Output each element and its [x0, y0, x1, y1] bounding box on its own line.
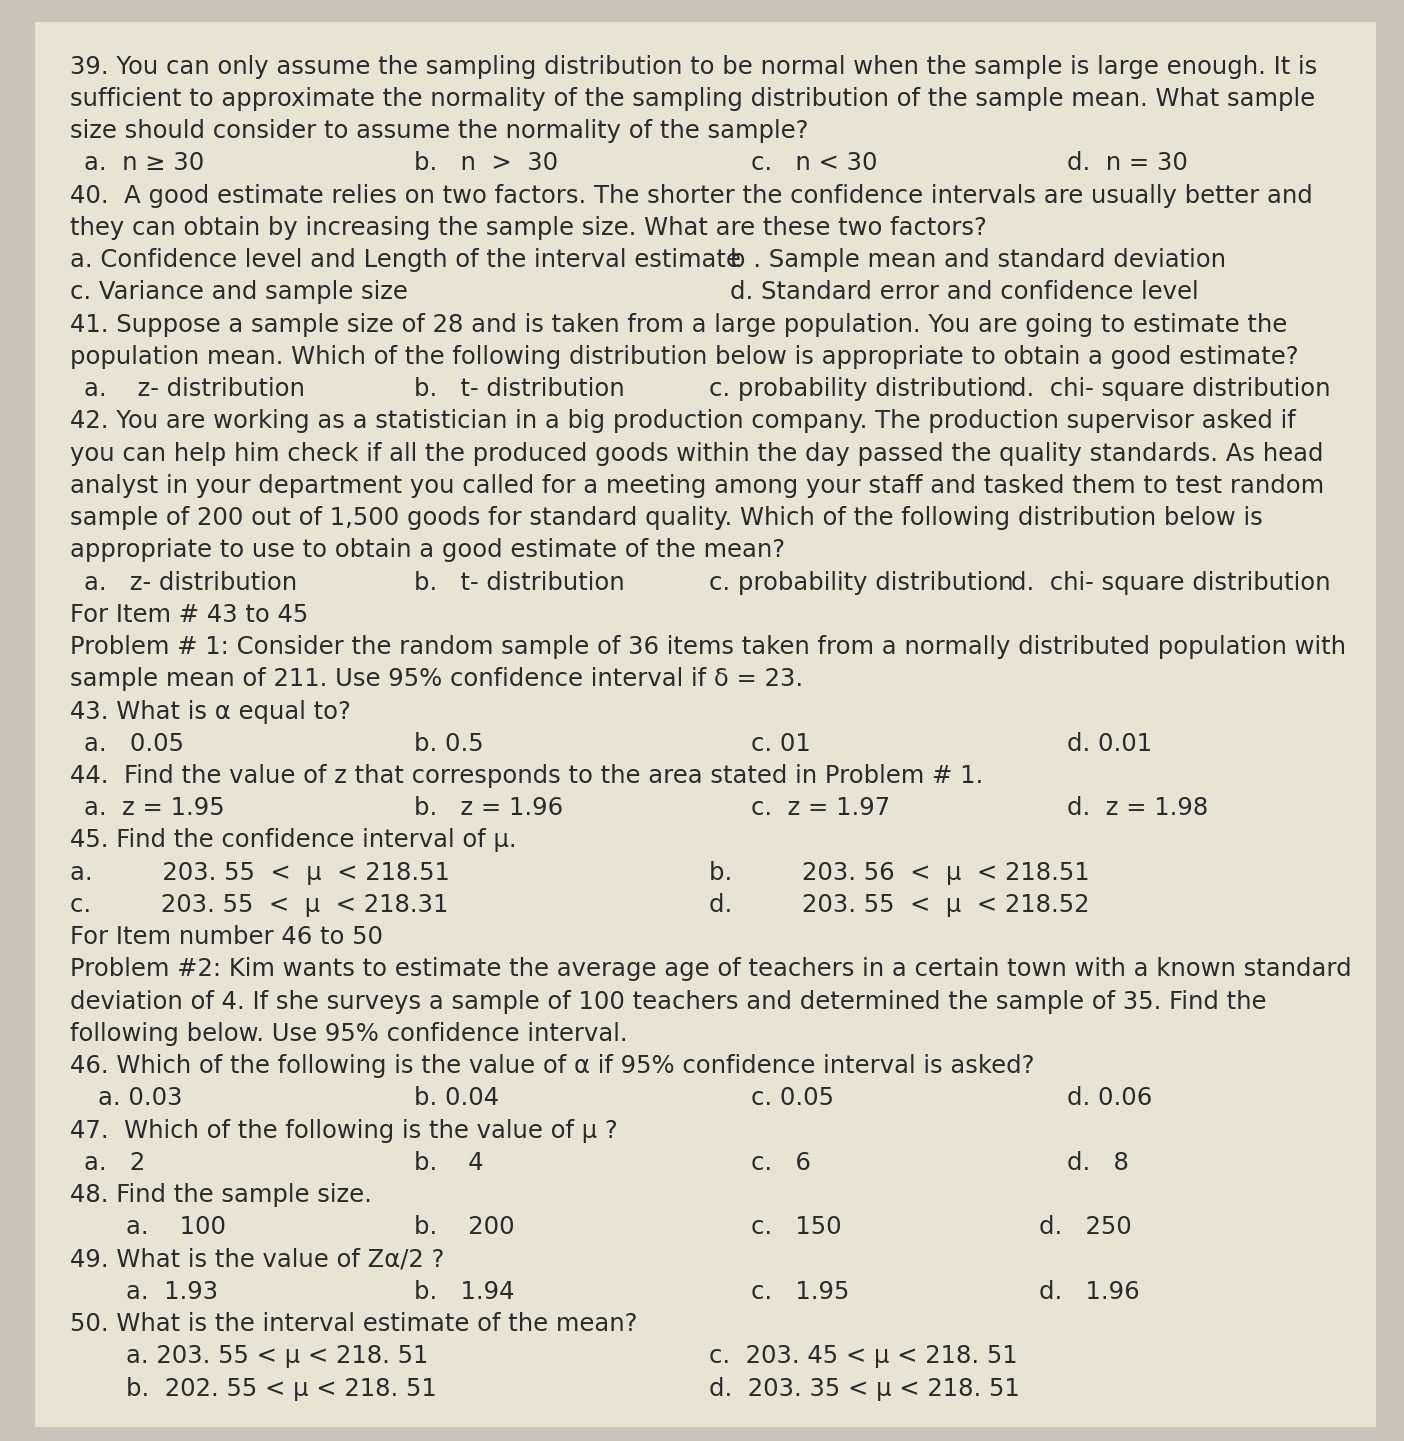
Text: d.         203. 55  <  μ  < 218.52: d. 203. 55 < μ < 218.52 [709, 893, 1090, 916]
Text: c. 0.05: c. 0.05 [751, 1087, 834, 1111]
Text: a.    100: a. 100 [126, 1215, 226, 1239]
Text: c.   n < 30: c. n < 30 [751, 151, 878, 176]
FancyBboxPatch shape [35, 22, 1376, 1427]
Text: Problem # 1: Consider the random sample of 36 items taken from a normally distri: Problem # 1: Consider the random sample … [70, 635, 1346, 659]
Text: b. 0.04: b. 0.04 [414, 1087, 500, 1111]
Text: b . Sample mean and standard deviation: b . Sample mean and standard deviation [730, 248, 1226, 272]
Text: b.    200: b. 200 [414, 1215, 515, 1239]
Text: b.   t- distribution: b. t- distribution [414, 571, 625, 595]
Text: they can obtain by increasing the sample size. What are these two factors?: they can obtain by increasing the sample… [70, 216, 987, 241]
Text: For Item number 46 to 50: For Item number 46 to 50 [70, 925, 383, 950]
Text: population mean. Which of the following distribution below is appropriate to obt: population mean. Which of the following … [70, 344, 1299, 369]
Text: c.         203. 55  <  μ  < 218.31: c. 203. 55 < μ < 218.31 [70, 893, 448, 916]
Text: d.   1.96: d. 1.96 [1039, 1280, 1140, 1304]
Text: 42. You are working as a statistician in a big production company. The productio: 42. You are working as a statistician in… [70, 409, 1296, 434]
Text: d.  z = 1.98: d. z = 1.98 [1067, 797, 1209, 820]
Text: d.  n = 30: d. n = 30 [1067, 151, 1188, 176]
Text: deviation of 4. If she surveys a sample of 100 teachers and determined the sampl: deviation of 4. If she surveys a sample … [70, 990, 1266, 1013]
Text: d.   250: d. 250 [1039, 1215, 1132, 1239]
Text: sample of 200 out of 1,500 goods for standard quality. Which of the following di: sample of 200 out of 1,500 goods for sta… [70, 506, 1264, 530]
Text: d.  203. 35 < μ < 218. 51: d. 203. 35 < μ < 218. 51 [709, 1376, 1019, 1401]
Text: a. 203. 55 < μ < 218. 51: a. 203. 55 < μ < 218. 51 [126, 1344, 428, 1369]
Text: a.  z = 1.95: a. z = 1.95 [84, 797, 225, 820]
Text: c.  z = 1.97: c. z = 1.97 [751, 797, 890, 820]
Text: a.         203. 55  <  μ  < 218.51: a. 203. 55 < μ < 218.51 [70, 860, 451, 885]
Text: c.   6: c. 6 [751, 1151, 812, 1174]
Text: 46. Which of the following is the value of α if 95% confidence interval is asked: 46. Which of the following is the value … [70, 1055, 1035, 1078]
Text: c. probability distribution: c. probability distribution [709, 378, 1014, 401]
Text: c.   1.95: c. 1.95 [751, 1280, 849, 1304]
Text: d.  chi- square distribution: d. chi- square distribution [1011, 378, 1331, 401]
Text: a. Confidence level and Length of the interval estimate: a. Confidence level and Length of the in… [70, 248, 741, 272]
Text: c. Variance and sample size: c. Variance and sample size [70, 281, 409, 304]
Text: d. 0.01: d. 0.01 [1067, 732, 1153, 755]
Text: 41. Suppose a sample size of 28 and is taken from a large population. You are go: 41. Suppose a sample size of 28 and is t… [70, 313, 1287, 337]
Text: b.   n  >  30: b. n > 30 [414, 151, 559, 176]
Text: b.   t- distribution: b. t- distribution [414, 378, 625, 401]
Text: a. 0.03: a. 0.03 [98, 1087, 183, 1111]
Text: a.  1.93: a. 1.93 [126, 1280, 219, 1304]
Text: 43. What is α equal to?: 43. What is α equal to? [70, 699, 351, 723]
Text: analyst in your department you called for a meeting among your staff and tasked : analyst in your department you called fo… [70, 474, 1324, 497]
Text: d. Standard error and confidence level: d. Standard error and confidence level [730, 281, 1199, 304]
Text: sufficient to approximate the normality of the sampling distribution of the samp: sufficient to approximate the normality … [70, 86, 1316, 111]
Text: 48. Find the sample size.: 48. Find the sample size. [70, 1183, 372, 1208]
Text: you can help him check if all the produced goods within the day passed the quali: you can help him check if all the produc… [70, 441, 1324, 465]
Text: appropriate to use to obtain a good estimate of the mean?: appropriate to use to obtain a good esti… [70, 539, 785, 562]
Text: Problem #2: Kim wants to estimate the average age of teachers in a certain town : Problem #2: Kim wants to estimate the av… [70, 957, 1352, 981]
Text: sample mean of 211. Use 95% confidence interval if δ = 23.: sample mean of 211. Use 95% confidence i… [70, 667, 803, 692]
Text: 50. What is the interval estimate of the mean?: 50. What is the interval estimate of the… [70, 1313, 637, 1336]
Text: c.  203. 45 < μ < 218. 51: c. 203. 45 < μ < 218. 51 [709, 1344, 1018, 1369]
Text: b.  202. 55 < μ < 218. 51: b. 202. 55 < μ < 218. 51 [126, 1376, 437, 1401]
Text: a.    z- distribution: a. z- distribution [84, 378, 305, 401]
Text: 45. Find the confidence interval of μ.: 45. Find the confidence interval of μ. [70, 829, 517, 853]
Text: For Item # 43 to 45: For Item # 43 to 45 [70, 602, 309, 627]
Text: c.   150: c. 150 [751, 1215, 842, 1239]
Text: b. 0.5: b. 0.5 [414, 732, 484, 755]
Text: 44.  Find the value of z that corresponds to the area stated in Problem # 1.: 44. Find the value of z that corresponds… [70, 764, 983, 788]
Text: c. 01: c. 01 [751, 732, 812, 755]
Text: a.   z- distribution: a. z- distribution [84, 571, 298, 595]
Text: 49. What is the value of Zα/2 ?: 49. What is the value of Zα/2 ? [70, 1248, 445, 1271]
Text: b.         203. 56  <  μ  < 218.51: b. 203. 56 < μ < 218.51 [709, 860, 1090, 885]
Text: b.   z = 1.96: b. z = 1.96 [414, 797, 563, 820]
Text: b.    4: b. 4 [414, 1151, 484, 1174]
Text: a.   0.05: a. 0.05 [84, 732, 184, 755]
Text: 47.  Which of the following is the value of μ ?: 47. Which of the following is the value … [70, 1118, 618, 1143]
Text: 39. You can only assume the sampling distribution to be normal when the sample i: 39. You can only assume the sampling dis… [70, 55, 1317, 79]
Text: size should consider to assume the normality of the sample?: size should consider to assume the norma… [70, 120, 809, 143]
Text: a.  n ≥ 30: a. n ≥ 30 [84, 151, 205, 176]
Text: 40.  A good estimate relies on two factors. The shorter the confidence intervals: 40. A good estimate relies on two factor… [70, 183, 1313, 208]
Text: following below. Use 95% confidence interval.: following below. Use 95% confidence inte… [70, 1022, 628, 1046]
Text: b.   1.94: b. 1.94 [414, 1280, 515, 1304]
Text: c. probability distribution: c. probability distribution [709, 571, 1014, 595]
Text: d.  chi- square distribution: d. chi- square distribution [1011, 571, 1331, 595]
Text: a.   2: a. 2 [84, 1151, 146, 1174]
Text: d.   8: d. 8 [1067, 1151, 1129, 1174]
Text: d. 0.06: d. 0.06 [1067, 1087, 1153, 1111]
